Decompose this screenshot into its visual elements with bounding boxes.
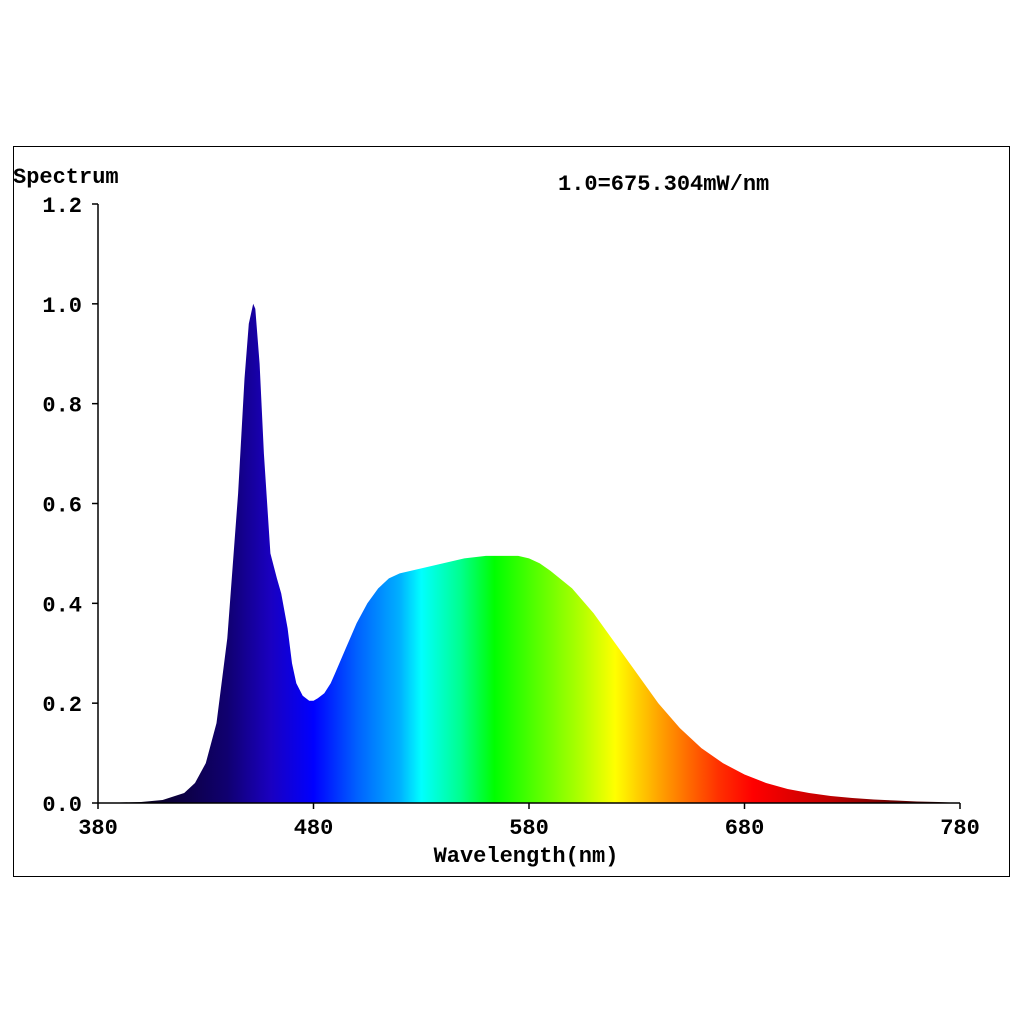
chart-title: Spectrum — [13, 165, 119, 190]
x-tick-label: 680 — [725, 816, 765, 841]
y-tick-label: 0.8 — [42, 394, 82, 419]
scale-annotation: 1.0=675.304mW/nm — [558, 172, 769, 197]
x-tick-label: 580 — [509, 816, 549, 841]
y-tick-label: 1.2 — [42, 194, 82, 219]
x-tick-label: 380 — [78, 816, 118, 841]
y-tick-label: 0.4 — [42, 593, 82, 618]
x-tick-label: 480 — [294, 816, 334, 841]
y-tick-label: 0.0 — [42, 793, 82, 818]
y-tick-label: 0.6 — [42, 494, 82, 519]
spectrum-area-series-0 — [98, 303, 960, 803]
y-tick-label: 0.2 — [42, 693, 82, 718]
x-tick-label: 780 — [940, 816, 980, 841]
y-tick-label: 1.0 — [42, 294, 82, 319]
x-axis-label: Wavelength(nm) — [434, 844, 619, 869]
